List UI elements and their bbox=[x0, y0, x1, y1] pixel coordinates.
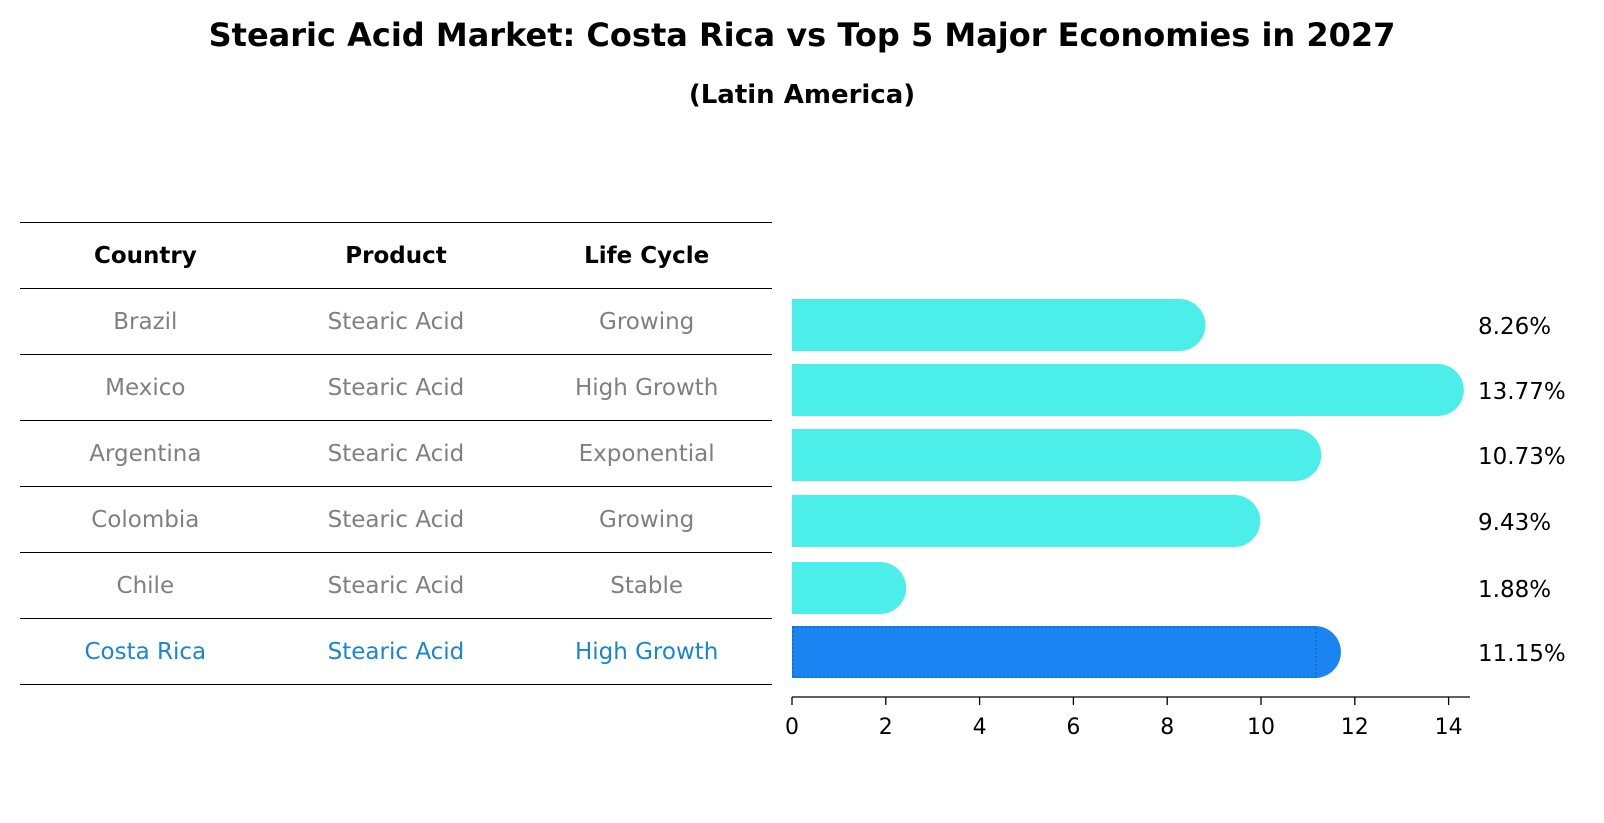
header-life-cycle: Life Cycle bbox=[521, 222, 772, 289]
data-label: 13.77% bbox=[1478, 379, 1566, 405]
cell-product: Stearic Acid bbox=[270, 420, 522, 487]
cell-product: Stearic Acid bbox=[270, 552, 522, 619]
bar bbox=[792, 364, 1438, 416]
cell-country: Costa Rica bbox=[20, 618, 271, 685]
data-label: 1.88% bbox=[1478, 577, 1551, 603]
x-tick-label: 10 bbox=[1247, 715, 1275, 740]
life-cycle-table: Country Product Life Cycle Brazil Steari… bbox=[20, 222, 772, 685]
cell-product: Stearic Acid bbox=[270, 288, 522, 355]
header-country: Country bbox=[20, 222, 271, 289]
table-row: Chile Stearic Acid Stable bbox=[20, 552, 772, 619]
data-label: 10.73% bbox=[1478, 444, 1566, 470]
cell-life-cycle: Growing bbox=[521, 288, 772, 355]
cell-country: Brazil bbox=[20, 288, 271, 355]
chart-title: Stearic Acid Market: Costa Rica vs Top 5… bbox=[208, 16, 1396, 54]
cell-life-cycle: High Growth bbox=[521, 354, 772, 421]
x-tick-label: 8 bbox=[1160, 715, 1174, 740]
table-row: Brazil Stearic Acid Growing bbox=[20, 288, 772, 355]
table-row: Argentina Stearic Acid Exponential bbox=[20, 420, 772, 487]
header-product: Product bbox=[270, 222, 522, 289]
bar bbox=[792, 299, 1180, 351]
data-label: 9.43% bbox=[1478, 510, 1551, 536]
bar-cap bbox=[1153, 299, 1206, 351]
table-row: Colombia Stearic Acid Growing bbox=[20, 486, 772, 553]
cell-life-cycle: High Growth bbox=[521, 618, 772, 685]
cell-country: Argentina bbox=[20, 420, 271, 487]
x-tick-label: 12 bbox=[1341, 715, 1369, 740]
table-row-highlight: Costa Rica Stearic Acid High Growth bbox=[20, 618, 772, 685]
cell-product: Stearic Acid bbox=[270, 486, 522, 553]
chart-subtitle: (Latin America) bbox=[688, 80, 916, 110]
cell-product: Stearic Acid bbox=[270, 618, 522, 685]
cell-life-cycle: Stable bbox=[521, 552, 772, 619]
bar-cap bbox=[854, 562, 907, 614]
data-label: 11.15% bbox=[1478, 641, 1566, 667]
x-tick-label: 2 bbox=[879, 715, 893, 740]
bar-cap bbox=[1269, 429, 1322, 481]
bar-cap bbox=[1208, 495, 1261, 547]
cell-country: Chile bbox=[20, 552, 271, 619]
cell-product: Stearic Acid bbox=[270, 354, 522, 421]
bar-cap bbox=[1288, 626, 1341, 678]
bar-highlight-outline bbox=[792, 626, 1317, 678]
bar-highlight bbox=[792, 626, 1315, 678]
bar-cap bbox=[1411, 364, 1464, 416]
cell-life-cycle: Exponential bbox=[521, 420, 772, 487]
cell-country: Colombia bbox=[20, 486, 271, 553]
bar bbox=[792, 429, 1296, 481]
cell-life-cycle: Growing bbox=[521, 486, 772, 553]
bar bbox=[792, 495, 1235, 547]
x-tick-label: 14 bbox=[1435, 715, 1463, 740]
table-row: Mexico Stearic Acid High Growth bbox=[20, 354, 772, 421]
table-header-row: Country Product Life Cycle bbox=[20, 222, 772, 289]
cell-country: Mexico bbox=[20, 354, 271, 421]
data-label: 8.26% bbox=[1478, 314, 1551, 340]
x-tick-label: 6 bbox=[1066, 715, 1080, 740]
x-tick-label: 4 bbox=[973, 715, 987, 740]
x-tick-label: 0 bbox=[785, 715, 799, 740]
